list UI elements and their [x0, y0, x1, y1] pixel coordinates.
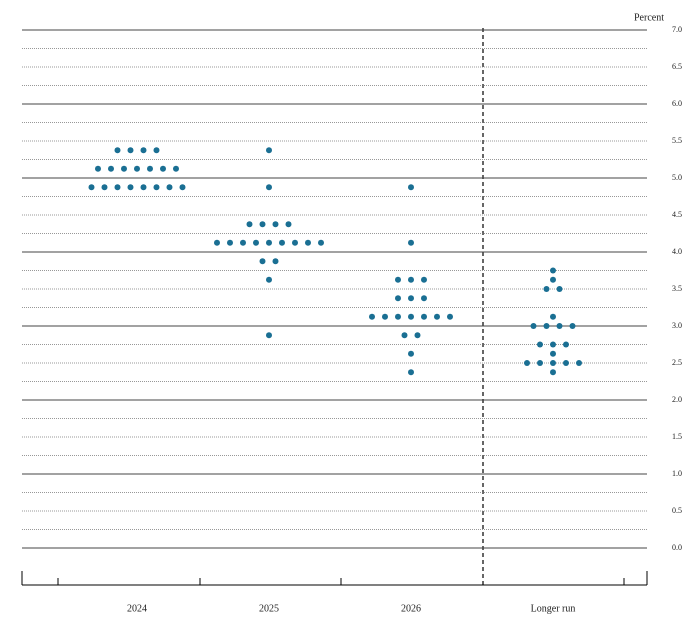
x-tick-label: 2024: [127, 603, 147, 614]
dot: [114, 184, 121, 191]
dot: [395, 276, 401, 283]
dot: [227, 239, 233, 246]
dot: [127, 184, 134, 191]
dot: [537, 360, 543, 366]
dot: [569, 323, 576, 329]
y-tick-label: 7.0: [672, 25, 682, 34]
y-tick-label: 6.5: [672, 62, 682, 71]
dot: [550, 341, 556, 348]
y-tick-label: 4.0: [672, 247, 682, 256]
x-tick-label: 2025: [259, 603, 279, 614]
dot: [408, 184, 414, 191]
dot: [285, 221, 292, 228]
dot: [266, 276, 272, 283]
dot: [414, 332, 421, 339]
dot: [246, 221, 253, 228]
dot: [401, 332, 408, 339]
dot: [550, 369, 556, 376]
dot: [537, 341, 543, 348]
dot: [253, 239, 259, 246]
dot: [114, 147, 121, 154]
dot: [421, 313, 427, 320]
dot: [101, 184, 108, 191]
dot: [563, 341, 569, 348]
dot: [550, 350, 556, 357]
dot: [408, 350, 414, 357]
dot: [121, 165, 127, 172]
y-axis-label: Percent: [634, 12, 664, 23]
dot: [550, 360, 556, 366]
dot: [530, 323, 537, 329]
dot: [421, 276, 427, 283]
dot: [550, 276, 556, 283]
dot: [272, 258, 279, 265]
y-tick-label: 4.5: [672, 210, 682, 219]
dot: [550, 313, 556, 320]
dot: [166, 184, 173, 191]
dot: [266, 184, 272, 191]
y-tick-label: 5.5: [672, 136, 682, 145]
dot: [292, 239, 298, 246]
dot: [88, 184, 95, 191]
dot: [108, 165, 114, 172]
dot: [408, 313, 414, 320]
dot: [266, 147, 272, 154]
dot: [408, 369, 414, 376]
dot: [543, 323, 550, 329]
y-tick-label: 0.0: [672, 543, 682, 552]
dot: [543, 286, 550, 292]
dot: [127, 147, 134, 154]
dot: [147, 165, 153, 172]
y-tick-label: 6.0: [672, 99, 682, 108]
dot: [408, 295, 414, 302]
y-tick-label: 2.0: [672, 395, 682, 404]
dot: [240, 239, 246, 246]
dot: [134, 165, 140, 172]
y-tick-label: 0.5: [672, 506, 682, 515]
dot: [179, 184, 186, 191]
dot: [140, 147, 147, 154]
dot: [305, 239, 311, 246]
dot: [563, 360, 569, 366]
dot: [421, 295, 427, 302]
dot: [259, 258, 266, 265]
y-tick-label: 5.0: [672, 173, 682, 182]
x-tick-label: Longer run: [531, 603, 576, 614]
y-tick-label: 1.5: [672, 432, 682, 441]
dot: [173, 165, 179, 172]
dot: [95, 165, 101, 172]
dot: [266, 239, 272, 246]
dot: [408, 276, 414, 283]
dot: [153, 184, 160, 191]
dot: [550, 267, 556, 274]
dot: [214, 239, 220, 246]
y-tick-label: 3.0: [672, 321, 682, 330]
dot: [556, 323, 563, 329]
dot: [140, 184, 147, 191]
dot: [395, 295, 401, 302]
dot: [369, 313, 375, 320]
dot: [259, 221, 266, 228]
x-axis: [21, 571, 648, 586]
dot: [576, 360, 582, 366]
dot: [395, 313, 401, 320]
y-tick-label: 2.5: [672, 358, 682, 367]
dot: [382, 313, 388, 320]
x-tick-label: 2026: [401, 603, 421, 614]
y-tick-label: 1.0: [672, 469, 682, 478]
dot: [318, 239, 324, 246]
dot: [434, 313, 440, 320]
dot: [556, 286, 563, 292]
dot: [408, 239, 414, 246]
dot: [160, 165, 166, 172]
y-tick-label: 3.5: [672, 284, 682, 293]
dot: [279, 239, 285, 246]
dot: [524, 360, 530, 366]
dot: [272, 221, 279, 228]
dot: [266, 332, 272, 339]
dot: [447, 313, 453, 320]
dot: [153, 147, 160, 154]
